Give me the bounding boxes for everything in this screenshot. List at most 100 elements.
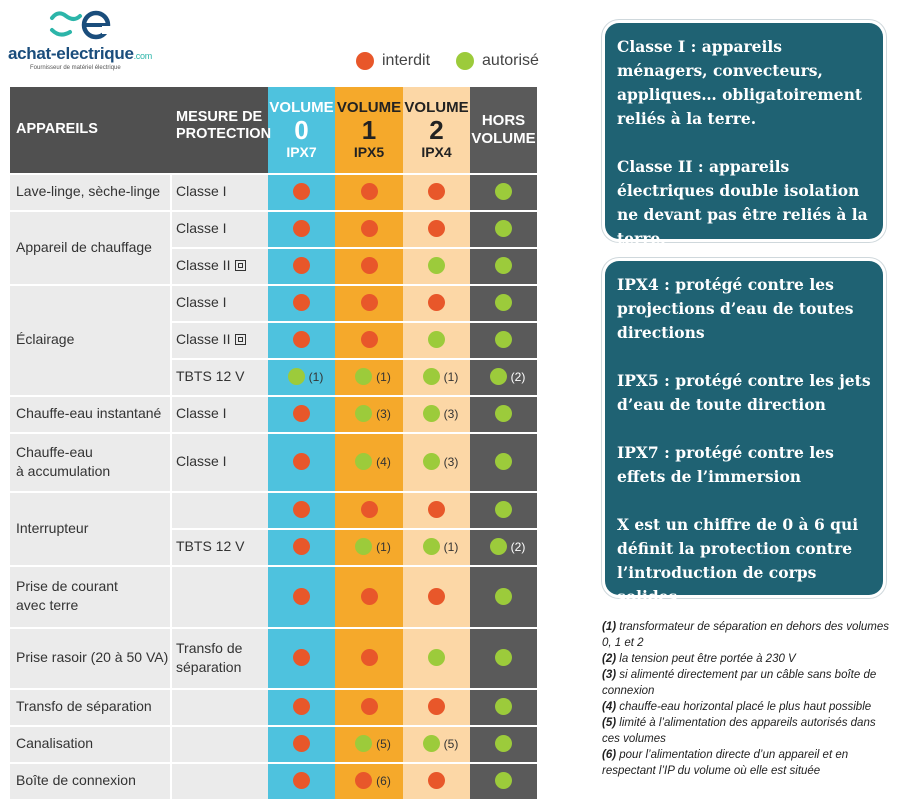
forbidden-dot-icon	[360, 257, 378, 274]
footnote-ref: (5)	[376, 736, 391, 751]
status-cell-v2	[403, 247, 470, 284]
device-label-line1: Appareil de chauffage	[16, 238, 152, 255]
header-v1-line1: VOLUME	[336, 98, 402, 116]
status-cell-v0	[268, 565, 335, 627]
header-v1-line3: IPX5	[353, 144, 385, 161]
status-cell-hors	[470, 762, 537, 799]
status-cell-hors	[470, 627, 537, 688]
protection-label: Transfo de séparation	[176, 627, 242, 688]
footnote-ref: (3)	[443, 406, 459, 421]
device-label-line2: à accumulation	[16, 462, 111, 479]
info-ipx7: IPX7 : protégé contre les effets de l’im…	[617, 443, 834, 486]
device-label-line1: Transfo de séparation	[16, 698, 152, 715]
status-cell-v1: (6)	[335, 762, 403, 799]
protection-label-line1: Classe I	[176, 452, 227, 471]
device-label: Éclairage	[16, 284, 74, 395]
status-cell-v2	[403, 173, 470, 210]
status-cell-v2: (1)	[403, 358, 470, 395]
brand-tagline: Fournisseur de matériel électrique	[30, 65, 121, 71]
protection-label-line1: Classe I	[176, 182, 227, 201]
brand-name: achat-electrique.com	[8, 44, 152, 63]
row-divider	[172, 725, 537, 727]
device-label: Appareil de chauffage	[16, 210, 152, 284]
allowed-dot-icon	[495, 257, 512, 274]
footnote-4-num: (4)	[602, 701, 617, 713]
header-volume-1: VOLUME 1 IPX5	[335, 87, 403, 173]
device-label: Boîte de connexion	[16, 762, 136, 799]
status-cell-hors	[470, 321, 537, 358]
device-label: Transfo de séparation	[16, 688, 152, 725]
row-divider	[172, 688, 537, 690]
header-v2-line1: VOLUME	[404, 98, 469, 116]
footnote-3-num: (3)	[602, 669, 617, 681]
forbidden-dot-icon	[360, 220, 378, 237]
status-cell-hors	[470, 247, 537, 284]
protection-label: Classe II	[176, 321, 247, 358]
protection-label: Classe I	[176, 210, 227, 247]
status-cell-v2	[403, 284, 470, 321]
footnote-4-text: chauffe-eau horizontal placé le plus hau…	[619, 701, 872, 713]
forbidden-dot-icon	[428, 183, 445, 200]
forbidden-dot-icon	[428, 587, 445, 605]
info-box-ip-codes: IPX4 : protégé contre les projections d’…	[605, 261, 883, 606]
header-hors-volume: HORS VOLUME	[470, 87, 537, 173]
status-cell-v1	[335, 210, 403, 247]
header-mesure-line1: MESURE DE	[176, 109, 263, 125]
status-cell-v0	[268, 762, 335, 799]
column-hors-volume-bg	[470, 87, 537, 799]
status-cell-v2: (1)	[403, 528, 470, 565]
footnote-1-text: transformateur de séparation en dehors d…	[602, 621, 890, 649]
row-divider	[172, 321, 537, 323]
forbidden-dot-icon	[293, 772, 310, 789]
allowed-dot-icon	[495, 220, 512, 237]
allowed-dot-icon	[489, 538, 507, 555]
forbidden-dot-icon	[360, 183, 378, 200]
protection-label: TBTS 12 V	[176, 358, 244, 395]
allowed-dot-icon	[495, 331, 512, 348]
status-cell-v1: (1)	[335, 528, 403, 565]
legend-item-forbidden: interdit	[356, 52, 430, 70]
footnote-2-num: (2)	[602, 653, 617, 665]
row-divider	[172, 432, 537, 434]
header-volume-0: VOLUME 0 IPX7	[268, 87, 335, 173]
header-mesure-line2: PROTECTION	[176, 126, 272, 143]
device-label: Prise rasoir (20 à 50 VA)	[16, 627, 168, 688]
status-cell-v0	[268, 173, 335, 210]
allowed-dot-icon	[355, 735, 373, 752]
allowed-dot-icon	[489, 368, 507, 385]
allowed-dot-icon	[495, 587, 512, 605]
status-cell-v2	[403, 762, 470, 799]
protection-label-line1: Classe II	[176, 256, 247, 275]
forbidden-dot-icon	[293, 649, 310, 666]
forbidden-dot-icon	[355, 772, 373, 789]
header-v1-line2: 1	[361, 114, 377, 145]
device-label-line1: Lave-linge, sèche-linge	[16, 183, 160, 200]
status-cell-v0	[268, 528, 335, 565]
forbidden-dot-icon	[360, 294, 378, 311]
device-label: Lave-linge, sèche-linge	[16, 173, 160, 210]
forbidden-dot-icon	[293, 501, 310, 518]
allowed-dot-icon	[456, 52, 475, 70]
footnote-ref: (5)	[443, 736, 459, 751]
status-cell-v2	[403, 491, 470, 528]
brand-logo: achat-electrique.com Fournisseur de maté…	[8, 8, 158, 78]
forbidden-dot-icon	[360, 698, 378, 715]
protection-label: Classe I	[176, 432, 227, 491]
status-cell-v0	[268, 688, 335, 725]
status-cell-v2	[403, 210, 470, 247]
footnote-ref: (3)	[443, 454, 459, 469]
allowed-dot-icon	[355, 453, 373, 470]
protection-label-line1: Classe I	[176, 404, 227, 423]
status-cell-v1	[335, 565, 403, 627]
status-cell-v1: (1)	[335, 358, 403, 395]
status-cell-v2	[403, 565, 470, 627]
allowed-dot-icon	[495, 405, 512, 422]
device-label-line1: Prise rasoir (20 à 50 VA)	[16, 649, 169, 666]
status-cell-hors	[470, 491, 537, 528]
footnote-4: (4) chauffe-eau horizontal placé le plus…	[602, 699, 894, 715]
protection-label-line1: Classe II	[176, 330, 247, 349]
footnote-5: (5) limité à l’alimentation des appareil…	[602, 715, 894, 747]
row-divider	[172, 395, 537, 397]
column-label-bg	[10, 87, 268, 799]
status-cell-v0	[268, 247, 335, 284]
